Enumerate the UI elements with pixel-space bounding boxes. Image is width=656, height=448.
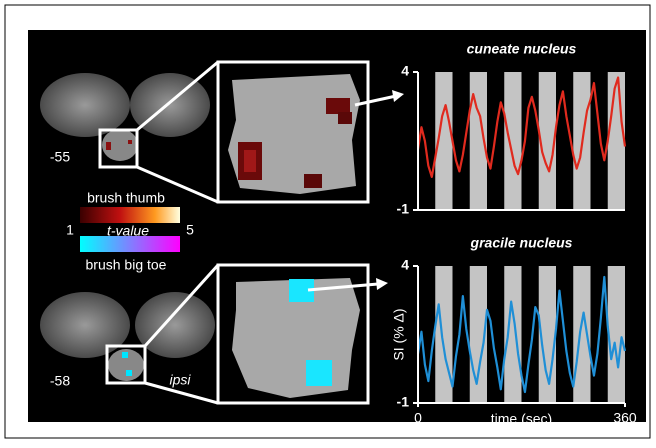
side-label: ipsi xyxy=(169,372,191,388)
legend-thumb: brush thumb xyxy=(87,190,165,206)
stimulus-block xyxy=(504,266,521,403)
x-tick-label: 360 xyxy=(613,410,637,426)
slice-label: -58 xyxy=(50,373,70,389)
colorbar-cool xyxy=(80,236,180,252)
stimulus-block xyxy=(608,266,625,403)
y-axis-label: SI (% Δ) xyxy=(391,308,407,360)
legend-toe: brush big toe xyxy=(86,257,167,273)
colorbar-hot xyxy=(80,207,180,223)
slice-label: -55 xyxy=(50,149,70,165)
y-tick-label: -1 xyxy=(397,394,410,410)
stimulus-block xyxy=(435,266,452,403)
stimulus-block xyxy=(504,72,521,210)
y-tick-label: 4 xyxy=(401,257,409,273)
stimulus-block xyxy=(608,72,625,210)
figure: -55 -58 ipsi brush thumb 1 t-value 5 bru… xyxy=(0,0,656,443)
x-tick-label: 0 xyxy=(414,410,422,426)
colorbar-max: 5 xyxy=(186,222,194,238)
y-tick-label: -1 xyxy=(397,201,410,217)
y-tick-label: 4 xyxy=(401,63,409,79)
x-axis-label: time (sec) xyxy=(491,411,552,427)
chart-title: cuneate nucleus xyxy=(467,41,577,57)
colorbar-min: 1 xyxy=(66,222,74,238)
zoom-top xyxy=(218,62,368,202)
chart-title: gracile nucleus xyxy=(470,235,573,251)
